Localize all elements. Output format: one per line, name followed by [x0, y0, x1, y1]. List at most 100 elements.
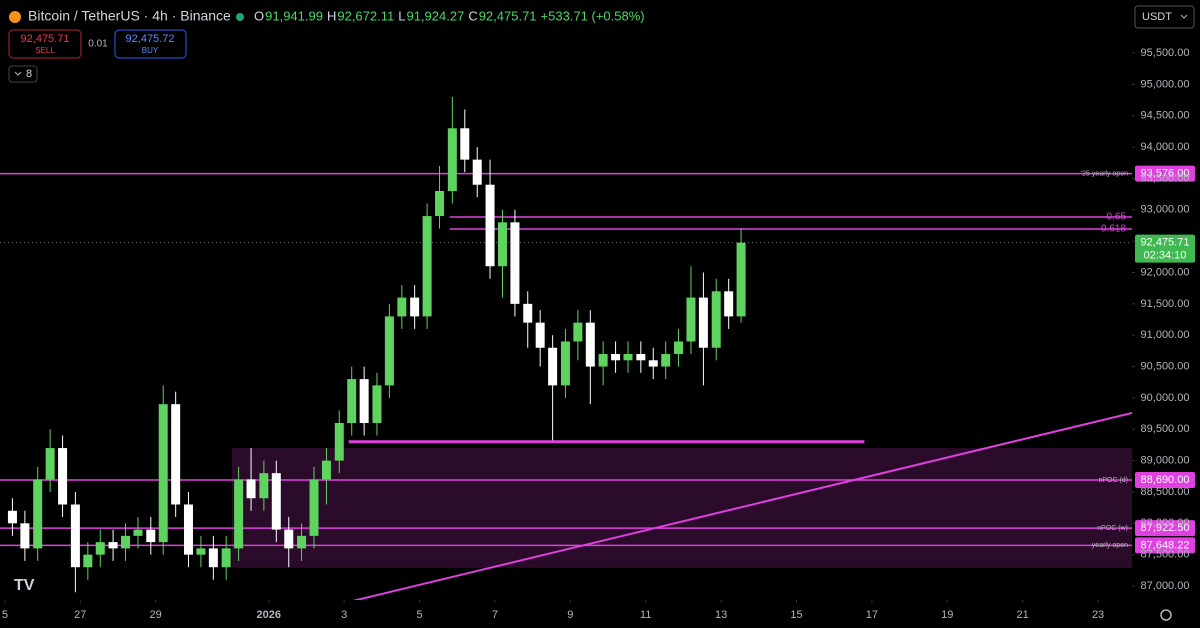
- x-tick-label: 2026: [257, 609, 281, 621]
- last-price-tag: [1135, 234, 1195, 263]
- candle-body: [359, 379, 369, 423]
- y-tick-label: 87,500.00: [1141, 549, 1190, 561]
- candle-body: [585, 322, 595, 367]
- level-name: yearly open: [1092, 542, 1128, 549]
- ohlc-value: 91,941.99: [265, 8, 323, 23]
- x-tick-label: 29: [150, 609, 162, 621]
- level-price-tag: [1135, 472, 1195, 489]
- level-price: 87,648.22: [1141, 539, 1190, 551]
- buy-button[interactable]: [114, 29, 187, 59]
- symbol-title: Bitcoin / TetherUS · 4h · Binance: [28, 8, 231, 24]
- y-tick-label: 88,500.00: [1141, 486, 1190, 498]
- candle-body: [196, 548, 206, 555]
- candle-body: [384, 316, 394, 386]
- candle-body: [133, 529, 143, 536]
- candle-body: [711, 291, 721, 348]
- settings-icon[interactable]: [1160, 609, 1172, 621]
- candle-body: [33, 479, 43, 549]
- candle-body: [284, 529, 294, 549]
- status-dot: [236, 13, 244, 21]
- candle-body: [171, 404, 181, 505]
- candle-body: [95, 542, 105, 555]
- candle-body: [523, 303, 533, 323]
- candle-body: [208, 548, 218, 568]
- fib-label: 0.618: [1101, 224, 1126, 235]
- candle-body: [548, 347, 558, 386]
- candle-body: [246, 479, 256, 499]
- candle-body: [535, 322, 545, 348]
- y-tick-label: 93,500.00: [1141, 172, 1190, 184]
- ohlc-label: C: [468, 8, 477, 23]
- y-tick-label: 90,500.00: [1141, 360, 1190, 372]
- candle-body: [397, 297, 407, 317]
- y-tick-label: 91,500.00: [1141, 298, 1190, 310]
- candle-body: [724, 291, 734, 317]
- x-tick-label: 21: [1017, 609, 1029, 621]
- buy-label: BUY: [142, 46, 159, 55]
- zone: [231, 448, 1132, 568]
- candle-body: [234, 479, 244, 549]
- candle-body: [472, 159, 482, 185]
- level-name: nPOC (w): [1097, 525, 1128, 532]
- candle-body: [510, 222, 520, 304]
- y-tick-label: 95,000.00: [1141, 78, 1190, 90]
- y-tick-label: 87,000.00: [1141, 580, 1190, 592]
- indicators-toggle[interactable]: [8, 65, 38, 83]
- ohlc-label: H: [327, 8, 336, 23]
- candle-body: [20, 523, 30, 549]
- y-tick-label: 88,000.00: [1141, 517, 1190, 529]
- candle-body: [271, 473, 281, 530]
- chevron: [14, 71, 22, 76]
- candle-body: [460, 128, 470, 160]
- candle-body: [58, 448, 68, 505]
- candle-body: [422, 216, 432, 317]
- level-name: nPOC (d): [1098, 477, 1128, 484]
- candle-body: [297, 535, 307, 549]
- level-price: 87,922.50: [1141, 522, 1190, 534]
- level-price: 88,690.00: [1141, 474, 1190, 486]
- candle-body: [83, 554, 93, 568]
- candle-body: [447, 128, 457, 191]
- candle-body: [674, 341, 684, 355]
- price-change: +533.71 (+0.58%): [541, 8, 645, 23]
- candle-body: [70, 504, 80, 568]
- chevron: [1180, 14, 1188, 19]
- candle-body: [158, 404, 168, 543]
- candle-body: [221, 548, 231, 568]
- sell-price: 92,475.71: [21, 33, 70, 45]
- x-tick-label: 13: [715, 609, 727, 621]
- candle-body: [7, 510, 17, 524]
- level-price: 93,576.00: [1141, 168, 1190, 180]
- candle-body: [410, 297, 420, 317]
- x-tick-label: 23: [1092, 609, 1104, 621]
- candle-body: [146, 529, 156, 543]
- x-tick-label: 11: [640, 609, 651, 621]
- ohlc-label: O: [254, 8, 264, 23]
- overlay: Bitcoin / TetherUS · 4h · Binance 92,475…: [2, 5, 1195, 621]
- sell-button[interactable]: [8, 29, 82, 59]
- x-tick-label: 19: [941, 609, 953, 621]
- y-tick-label: 94,500.00: [1141, 110, 1190, 122]
- bar-countdown: 02:34:10: [1144, 250, 1187, 262]
- candle-body: [121, 535, 131, 549]
- candle-body: [108, 542, 118, 549]
- candle-body: [636, 354, 646, 361]
- last-price: 92,475.71: [1141, 237, 1190, 249]
- candle-body: [686, 297, 696, 342]
- x-tick-label: 17: [866, 609, 878, 621]
- candle-body: [321, 460, 331, 480]
- candle-body: [661, 354, 671, 367]
- currency-select[interactable]: [1134, 5, 1195, 29]
- candle-body: [372, 385, 382, 423]
- candle-body: [497, 222, 507, 267]
- level-price-tag: [1135, 520, 1195, 537]
- y-tick-label: 92,000.00: [1141, 266, 1190, 278]
- candle-body: [598, 354, 608, 367]
- currency-label: USDT: [1142, 11, 1172, 23]
- candle-body: [435, 190, 445, 217]
- level-price-tag: [1135, 165, 1195, 182]
- ohlc-label: L: [398, 8, 405, 23]
- candle-body: [334, 422, 344, 461]
- candle-body: [259, 473, 269, 499]
